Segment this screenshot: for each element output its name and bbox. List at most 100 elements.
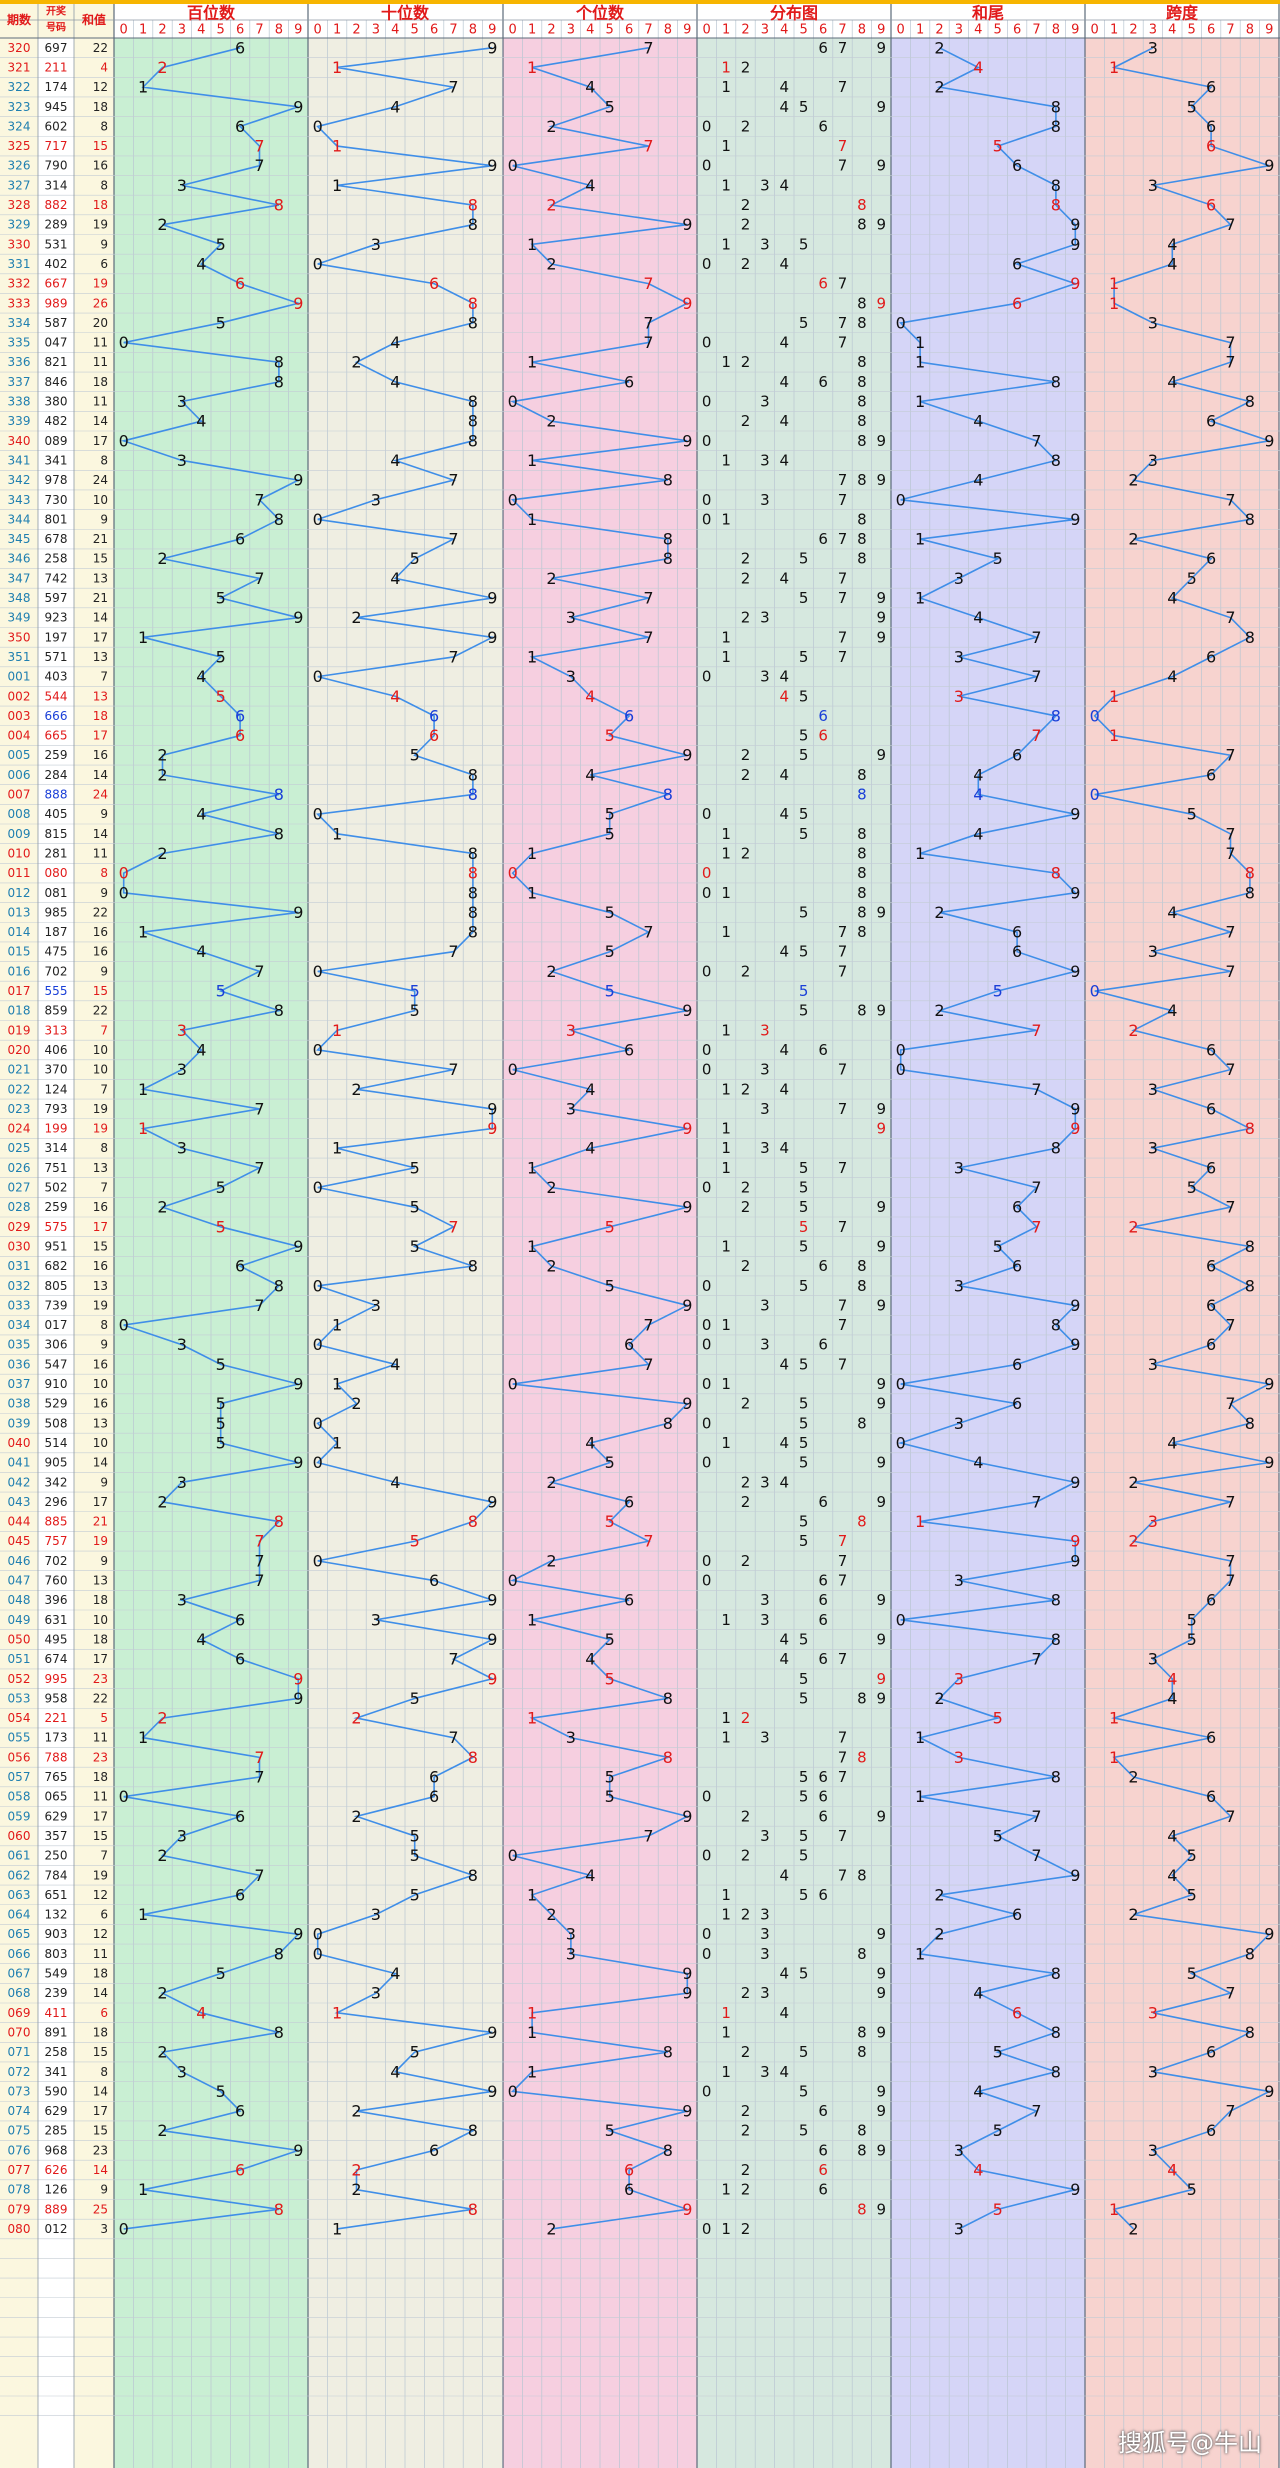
distribution-mark: 1	[721, 137, 731, 155]
column-digit-label: 9	[877, 23, 885, 38]
distribution-mark: 3	[760, 393, 770, 411]
hundreds-digit-mark: 1	[138, 78, 148, 97]
column-digit-label: 7	[1226, 23, 1234, 38]
units-digit-mark: 6	[624, 1591, 634, 1610]
distribution-mark: 8	[857, 884, 867, 902]
tens-digit-mark: 4	[390, 333, 400, 352]
column-digit-label: 3	[567, 23, 575, 38]
hundreds-digit-mark: 3	[177, 1591, 187, 1610]
sum-tail-mark: 6	[1012, 1394, 1022, 1413]
span-mark: 7	[1225, 353, 1235, 372]
distribution-mark: 6	[818, 1257, 828, 1275]
period-cell: 014	[8, 925, 31, 939]
column-digit-label: 0	[509, 23, 517, 38]
hundreds-digit-mark: 0	[119, 1787, 129, 1806]
distribution-mark: 5	[799, 1827, 809, 1845]
sum-cell: 20	[93, 316, 108, 330]
distribution-mark: 3	[760, 1827, 770, 1845]
distribution-mark: 8	[857, 923, 867, 941]
hundreds-digit-mark: 0	[119, 864, 129, 883]
units-digit-mark: 2	[546, 1905, 556, 1924]
distribution-mark: 7	[838, 648, 848, 666]
sum-tail-mark: 1	[915, 333, 925, 352]
span-mark: 9	[1264, 1453, 1274, 1472]
distribution-mark: 4	[780, 1080, 790, 1098]
span-mark: 5	[1187, 1178, 1197, 1197]
span-mark: 1	[1109, 726, 1119, 745]
distribution-mark: 4	[780, 451, 790, 469]
tens-digit-mark: 0	[313, 117, 323, 136]
sum-tail-mark: 3	[954, 2141, 964, 2160]
units-digit-mark: 3	[566, 608, 576, 627]
panel-title: 个位数	[575, 4, 625, 23]
period-cell: 334	[8, 316, 31, 330]
trend-line	[897, 47, 1079, 2230]
tens-digit-mark: 1	[332, 137, 342, 156]
period-cell: 010	[8, 846, 31, 860]
column-digit-label: 1	[916, 23, 924, 38]
distribution-mark: 6	[818, 2141, 828, 2159]
distribution-mark: 3	[760, 668, 770, 686]
draw-cell: 760	[45, 1574, 68, 1588]
distribution-mark: 7	[838, 1355, 848, 1373]
units-digit-mark: 4	[585, 1433, 595, 1452]
sum-cell: 14	[93, 1986, 108, 2000]
draw-cell: 370	[45, 1063, 68, 1077]
distribution-mark: 1	[721, 1886, 731, 1904]
period-cell: 015	[8, 945, 31, 959]
period-cell: 005	[8, 748, 31, 762]
distribution-mark: 3	[760, 1984, 770, 2002]
sum-tail-mark: 9	[1070, 1119, 1080, 1138]
units-digit-mark: 1	[527, 451, 537, 470]
sum-cell: 22	[93, 41, 108, 55]
units-digit-mark: 7	[643, 313, 653, 332]
span-mark: 5	[1187, 1630, 1197, 1649]
sum-tail-mark: 1	[915, 1728, 925, 1747]
period-cell: 039	[8, 1416, 31, 1430]
draw-column-background	[38, 38, 74, 2468]
distribution-mark: 2	[741, 255, 751, 273]
period-cell: 332	[8, 277, 31, 291]
draw-cell: 666	[45, 709, 68, 723]
period-cell: 006	[8, 768, 31, 782]
distribution-mark: 7	[838, 1061, 848, 1079]
sum-cell: 18	[93, 709, 108, 723]
hundreds-digit-mark: 7	[254, 1158, 264, 1177]
distribution-mark: 5	[799, 2082, 809, 2100]
units-digit-mark: 0	[508, 2082, 518, 2101]
distribution-mark: 1	[721, 1080, 731, 1098]
hundreds-digit-mark: 8	[274, 372, 284, 391]
column-digit-label: 6	[1013, 23, 1021, 38]
distribution-mark: 4	[780, 1434, 790, 1452]
units-digit-mark: 5	[605, 982, 615, 1001]
draw-cell: 132	[45, 1908, 68, 1922]
sum-cell: 13	[93, 1161, 108, 1175]
hundreds-digit-mark: 7	[254, 1748, 264, 1767]
distribution-mark: 9	[877, 2102, 887, 2120]
hundreds-digit-mark: 5	[216, 1394, 226, 1413]
distribution-mark: 5	[799, 235, 809, 253]
span-mark: 6	[1206, 1296, 1216, 1315]
distribution-mark: 7	[838, 491, 848, 509]
span-mark: 2	[1128, 471, 1138, 490]
period-cell: 055	[8, 1731, 31, 1745]
period-cell: 066	[8, 1947, 31, 1961]
tens-digit-mark: 4	[390, 1473, 400, 1492]
distribution-mark: 4	[780, 1630, 790, 1648]
span-mark: 6	[1206, 1040, 1216, 1059]
sum-cell: 17	[93, 1652, 108, 1666]
units-digit-mark: 7	[643, 137, 653, 156]
distribution-mark: 1	[721, 176, 731, 194]
trend-line	[120, 47, 302, 2230]
span-mark: 5	[1187, 569, 1197, 588]
draw-cell: 174	[45, 80, 68, 94]
span-mark: 0	[1090, 982, 1100, 1001]
distribution-mark: 1	[721, 1709, 731, 1727]
sum-tail-mark: 3	[954, 1276, 964, 1295]
sum-tail-mark: 2	[934, 1689, 944, 1708]
hundreds-digit-mark: 4	[196, 942, 206, 961]
sum-tail-mark: 8	[1051, 1964, 1061, 1983]
tens-digit-mark: 7	[448, 942, 458, 961]
draw-cell: 903	[45, 1927, 68, 1941]
units-digit-mark: 6	[624, 706, 634, 725]
